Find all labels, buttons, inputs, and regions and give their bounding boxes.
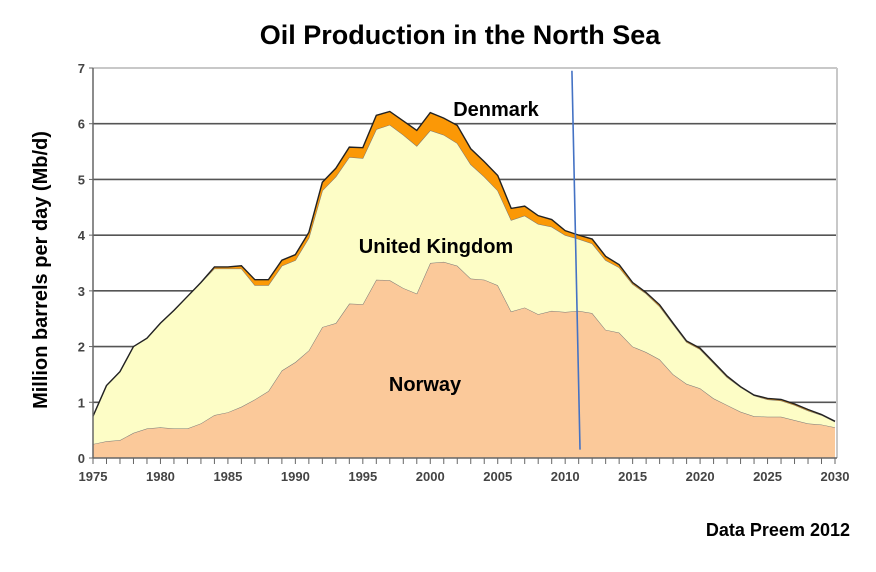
area-united-kingdom [93, 124, 835, 445]
x-tick-label: 1995 [348, 469, 377, 484]
y-tick-label: 6 [78, 117, 85, 132]
y-tick-label: 4 [78, 228, 86, 243]
y-tick-label: 2 [78, 340, 85, 355]
x-tick-label: 1980 [146, 469, 175, 484]
y-tick-label: 7 [78, 61, 85, 76]
x-tick-label: 2005 [483, 469, 512, 484]
x-tick-label: 2015 [618, 469, 647, 484]
x-tick-label: 2020 [686, 469, 715, 484]
area-norway [93, 261, 835, 458]
vertical-marker-line [571, 70, 581, 450]
source-note: Data Preem 2012 [706, 520, 850, 540]
y-tick-label: 1 [78, 395, 85, 410]
series-label-united-kingdom: United Kingdom [359, 236, 513, 258]
series-label-denmark: Denmark [453, 99, 539, 121]
x-tick-label: 1975 [79, 469, 108, 484]
series-label-norway: Norway [389, 374, 462, 396]
y-axis-label: Million barrels per day (Mb/d) [30, 131, 52, 409]
y-tick-label: 5 [78, 172, 85, 187]
x-tick-label: 1990 [281, 469, 310, 484]
x-tick-label: 2010 [551, 469, 580, 484]
y-tick-label: 3 [78, 284, 85, 299]
axes: 0 1 2 3 4 5 6 7 1975 1980 1985 1990 1995 2000 2005 2010… [78, 61, 850, 484]
x-tick-label: 2000 [416, 469, 445, 484]
stacked-areas [92, 110, 836, 458]
y-tick-label: 0 [78, 451, 85, 466]
x-tick-label: 2030 [821, 469, 850, 484]
area-outline-denmark [92, 110, 836, 422]
x-tick-label: 1985 [213, 469, 242, 484]
x-tick-label: 2025 [753, 469, 782, 484]
chart-title: Oil Production in the North Sea [260, 20, 662, 50]
